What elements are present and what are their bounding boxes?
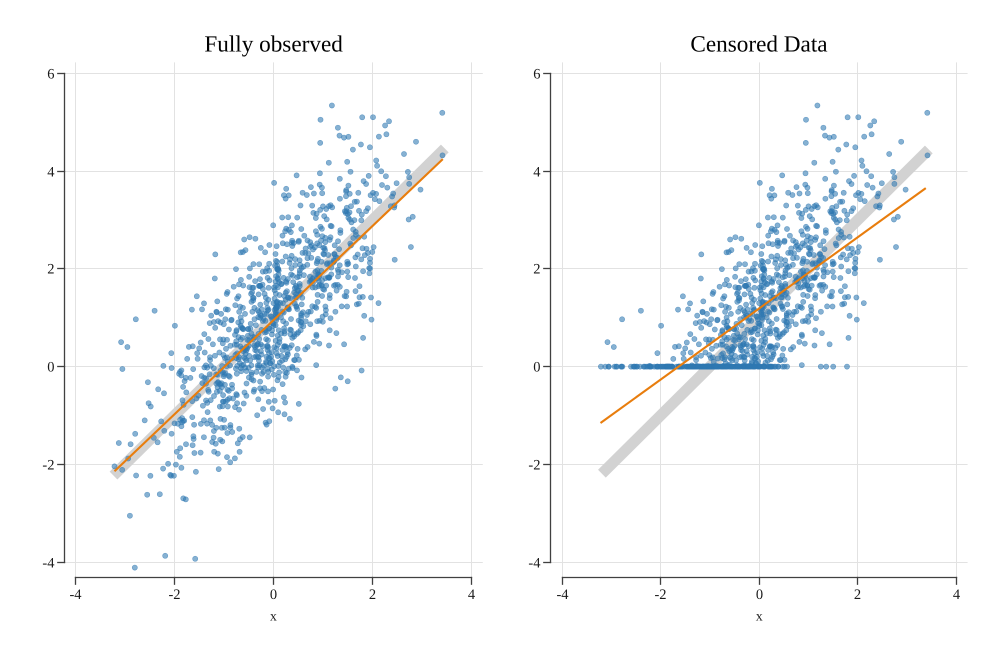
svg-text:2: 2: [369, 587, 376, 603]
svg-text:4: 4: [47, 164, 55, 180]
svg-text:-4: -4: [42, 555, 55, 571]
svg-text:4: 4: [468, 587, 476, 603]
svg-text:Censored Data: Censored Data: [690, 32, 827, 58]
svg-text:4: 4: [953, 587, 961, 603]
svg-text:0: 0: [533, 359, 540, 375]
svg-text:4: 4: [533, 164, 541, 180]
svg-text:Fully observed: Fully observed: [204, 32, 343, 58]
svg-text:2: 2: [47, 261, 54, 277]
svg-text:0: 0: [270, 587, 277, 603]
svg-text:x: x: [270, 610, 277, 625]
svg-text:0: 0: [47, 359, 54, 375]
svg-text:-4: -4: [69, 587, 82, 603]
svg-text:-2: -2: [654, 587, 666, 603]
svg-text:-2: -2: [42, 457, 54, 473]
svg-text:-2: -2: [168, 587, 180, 603]
svg-text:0: 0: [756, 587, 763, 603]
svg-text:6: 6: [533, 66, 540, 82]
svg-text:-2: -2: [528, 457, 540, 473]
svg-text:6: 6: [47, 66, 54, 82]
svg-text:-4: -4: [528, 555, 541, 571]
svg-text:-4: -4: [556, 587, 569, 603]
svg-text:x: x: [756, 610, 763, 625]
svg-text:2: 2: [854, 587, 861, 603]
svg-text:2: 2: [533, 261, 540, 277]
